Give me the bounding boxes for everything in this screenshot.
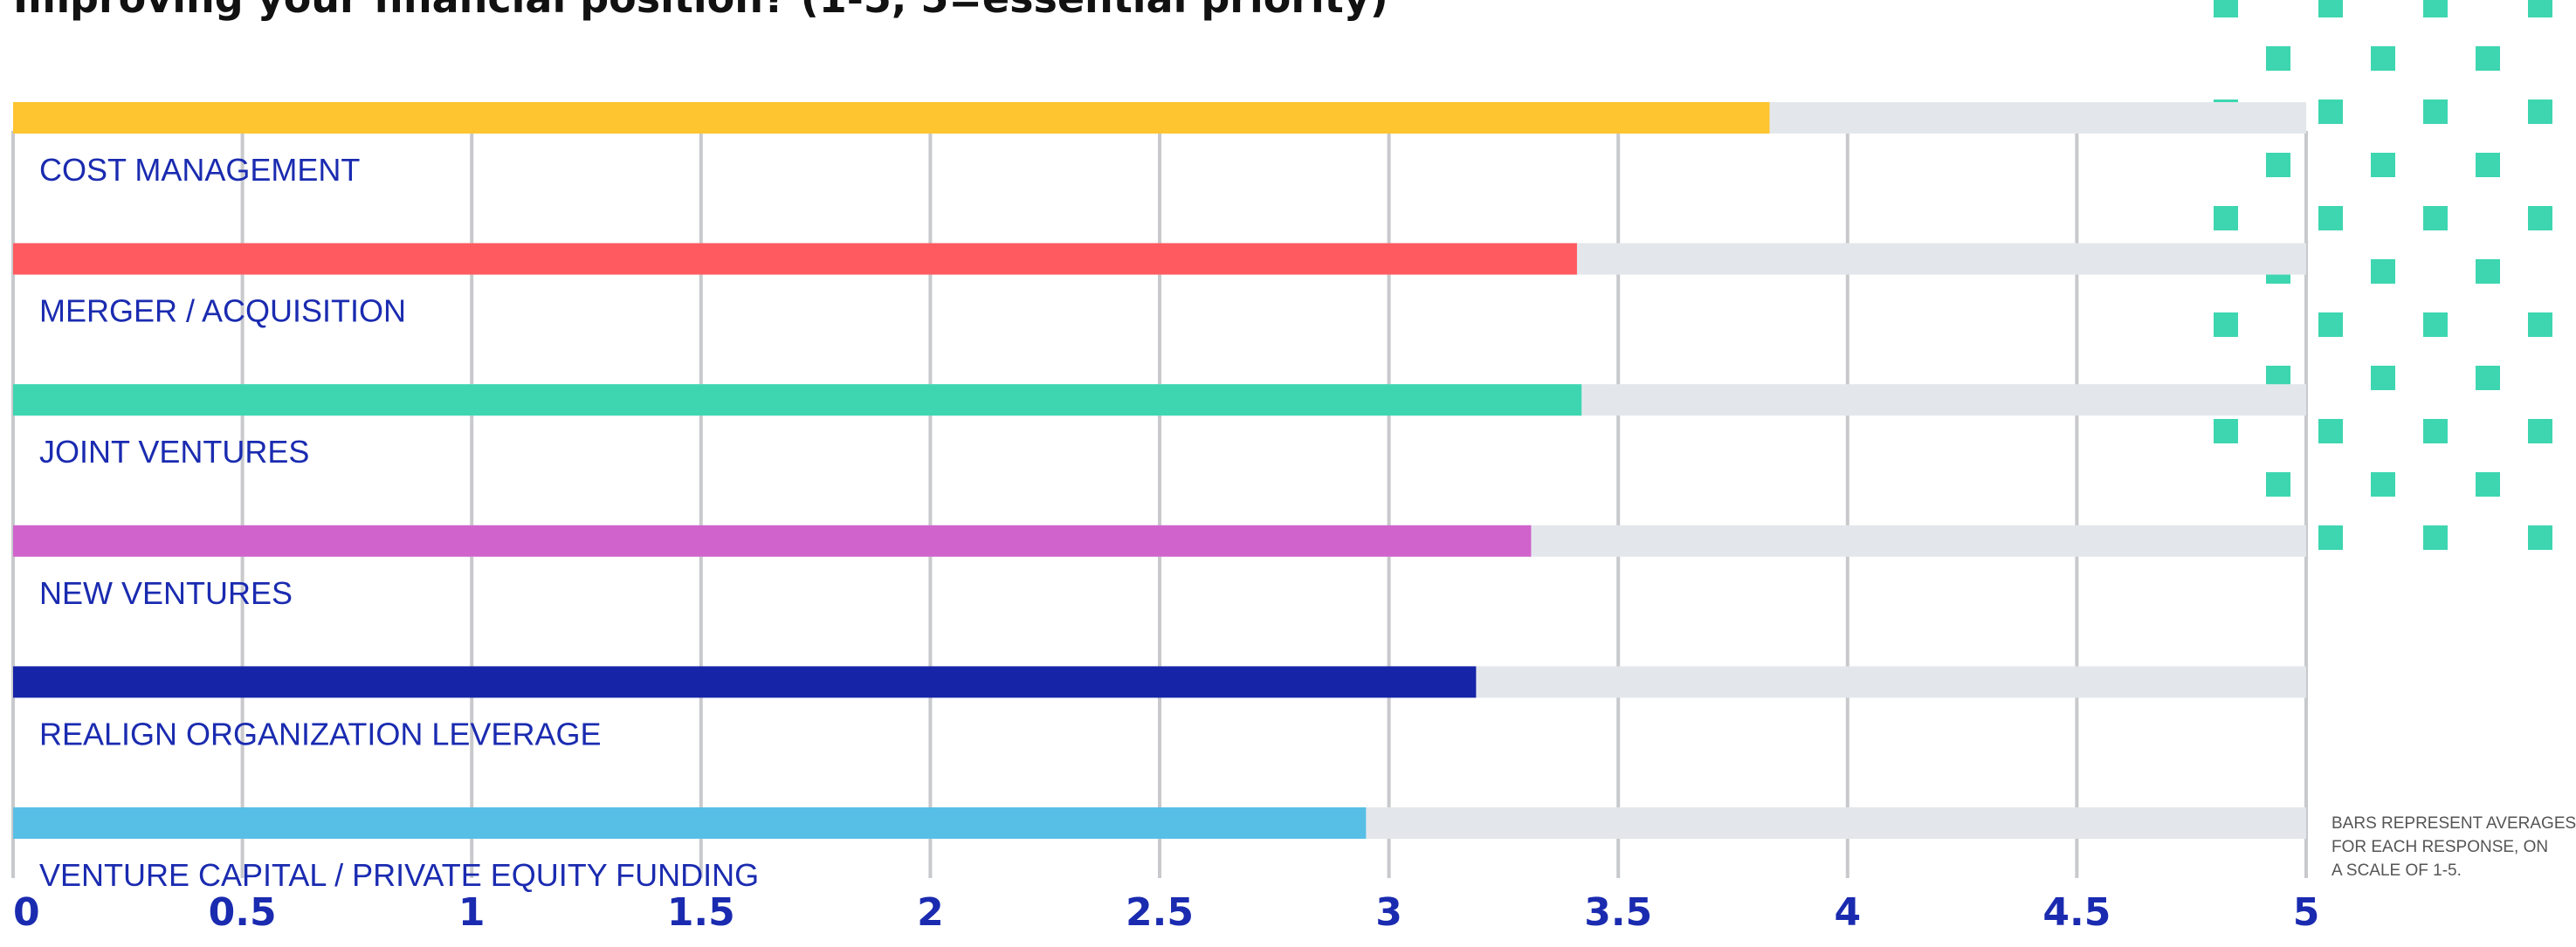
deco-square: [2423, 525, 2448, 550]
category-label: VENTURE CAPITAL / PRIVATE EQUITY FUNDING: [39, 857, 759, 893]
note: FOR EACH RESPONSE, ON: [2331, 838, 2548, 856]
deco-square: [2318, 100, 2343, 124]
x-tick-label: 5: [2293, 890, 2320, 935]
deco-square: [2528, 0, 2552, 17]
deco-square: [2318, 206, 2343, 230]
category-label: REALIGN ORGANIZATION LEVERAGE: [39, 716, 601, 751]
note: A SCALE OF 1-5.: [2331, 861, 2462, 880]
deco-square: [2371, 366, 2395, 390]
deco-square: [2528, 100, 2552, 124]
deco-square: [2476, 153, 2500, 177]
deco-square: [2266, 153, 2290, 177]
deco-square: [2476, 259, 2500, 284]
x-tick-label: 0.5: [209, 890, 277, 935]
category-label: NEW VENTURES: [39, 575, 293, 611]
deco-square: [2476, 46, 2500, 71]
note: BARS REPRESENT AVERAGES: [2331, 814, 2576, 833]
deco-square: [2214, 206, 2238, 230]
bar: [13, 102, 1770, 134]
x-tick-label: 1: [458, 890, 486, 935]
deco-square: [2214, 419, 2238, 443]
x-tick-label: 2.5: [1126, 890, 1194, 935]
deco-square: [2528, 525, 2552, 550]
deco-square: [2318, 312, 2343, 337]
chart-title: Improving your financial position? (1-5,…: [13, 0, 1388, 22]
bar: [13, 666, 1477, 698]
deco-square: [2266, 46, 2290, 71]
bar: [13, 525, 1532, 557]
category-label: JOINT VENTURES: [39, 434, 309, 470]
category-label: COST MANAGEMENT: [39, 152, 360, 188]
deco-square: [2214, 0, 2238, 17]
deco-square: [2318, 419, 2343, 443]
bar: [13, 243, 1577, 275]
deco-square: [2423, 0, 2448, 17]
deco-square: [2214, 312, 2238, 337]
x-tick-label: 3.5: [1584, 890, 1652, 935]
deco-square: [2528, 419, 2552, 443]
bar: [13, 384, 1582, 416]
decoration: [2214, 0, 2552, 550]
deco-square: [2371, 259, 2395, 284]
x-tick-label: 4.5: [2042, 890, 2111, 935]
deco-square: [2423, 206, 2448, 230]
deco-square: [2371, 472, 2395, 497]
deco-square: [2371, 46, 2395, 71]
deco-square: [2318, 0, 2343, 17]
deco-square: [2476, 366, 2500, 390]
deco-square: [2371, 153, 2395, 177]
x-tick-label: 4: [1834, 890, 1861, 935]
x-tick-label: 0: [13, 890, 40, 935]
deco-square: [2423, 100, 2448, 124]
deco-square: [2318, 525, 2343, 550]
x-tick-label: 3: [1375, 890, 1402, 935]
bar: [13, 807, 1367, 839]
deco-square: [2266, 472, 2290, 497]
deco-square: [2528, 312, 2552, 337]
deco-square: [2423, 419, 2448, 443]
deco-square: [2476, 472, 2500, 497]
x-tick-label: 2: [917, 890, 944, 935]
deco-square: [2423, 312, 2448, 337]
x-tick-label: 1.5: [667, 890, 735, 935]
deco-square: [2528, 206, 2552, 230]
category-label: MERGER / ACQUISITION: [39, 293, 406, 329]
